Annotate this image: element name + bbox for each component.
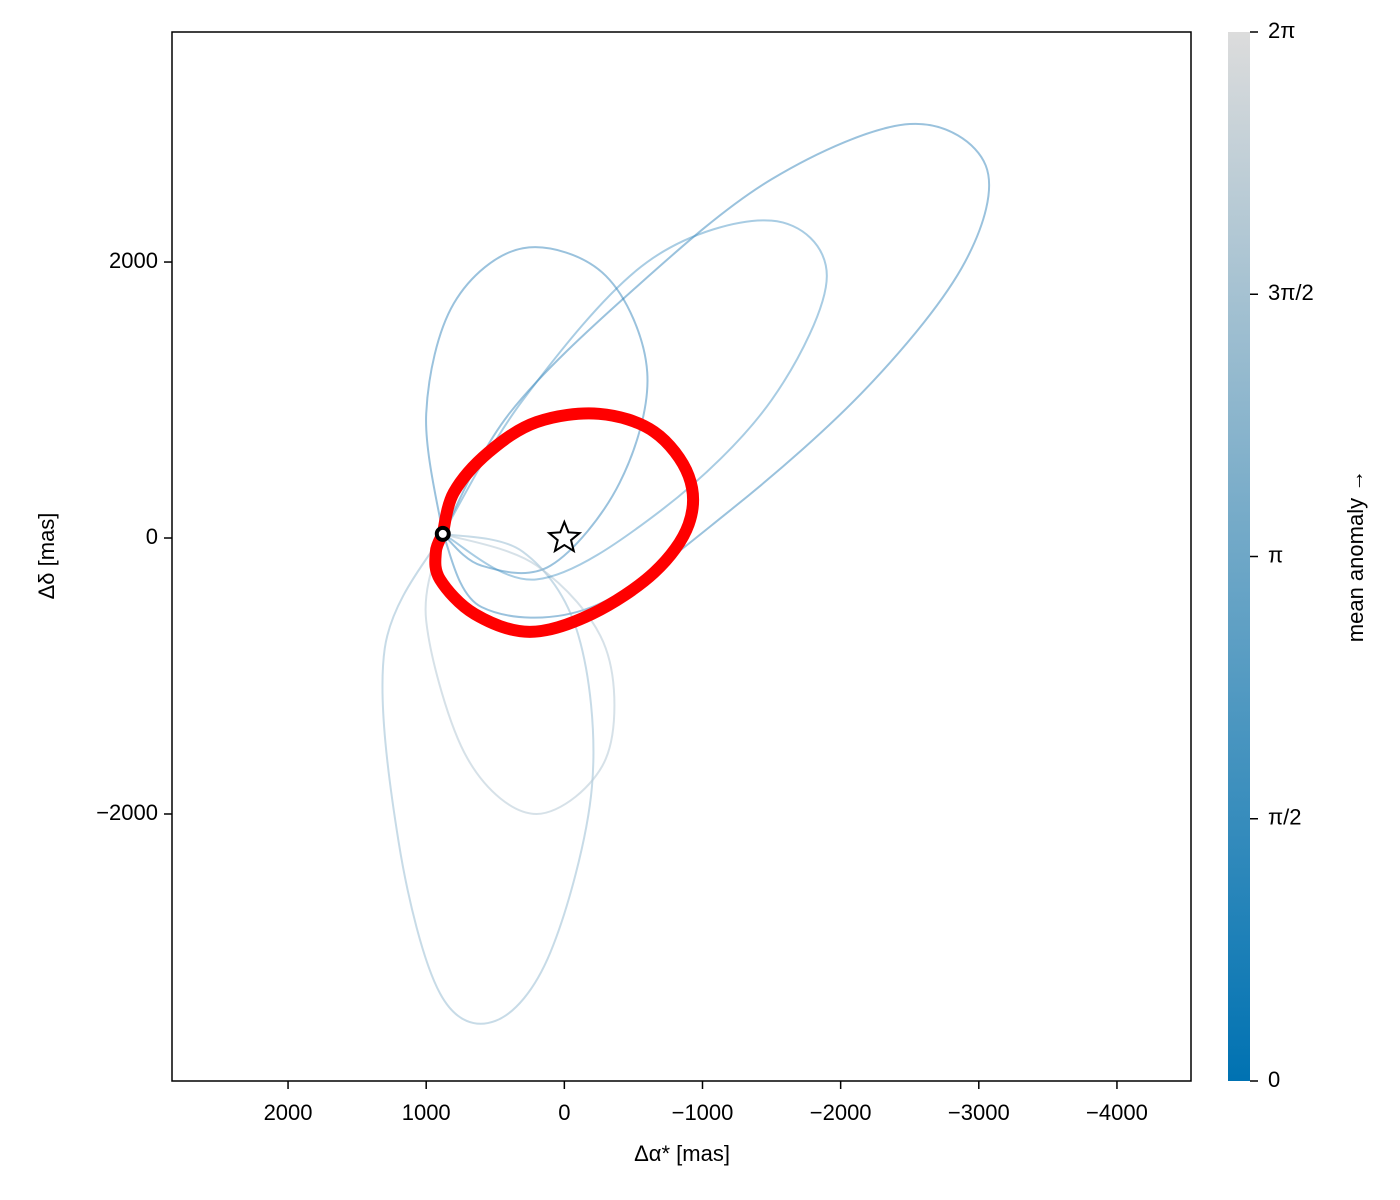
colorbar-label: mean anomaly → [1343, 470, 1368, 642]
y-tick-label: 2000 [109, 248, 158, 273]
orbit-line [381, 532, 595, 1025]
colorbar-tick-label: π [1268, 542, 1283, 567]
planet-marker [434, 525, 451, 542]
fit-orbit [429, 407, 699, 638]
x-tick-label: 2000 [264, 1100, 313, 1125]
x-axis-label: Δα* [mas] [634, 1141, 730, 1166]
star-marker [546, 519, 583, 554]
orbit-line [424, 532, 616, 815]
y-tick-label: −2000 [96, 800, 158, 825]
colorbar-tick-label: 2π [1268, 18, 1295, 43]
x-tick-label: −2000 [810, 1100, 872, 1125]
x-tick-label: 1000 [402, 1100, 451, 1125]
colorbar-tick-label: π/2 [1268, 805, 1302, 830]
orbit-line [441, 219, 828, 581]
plot-frame [171, 31, 1192, 1082]
y-tick-label: 0 [146, 524, 158, 549]
x-tick-label: −4000 [1086, 1100, 1148, 1125]
x-tick-label: −1000 [672, 1100, 734, 1125]
colorbar-tick-label: 0 [1268, 1067, 1280, 1092]
colorbar [1228, 32, 1250, 1081]
y-axis-label: Δδ [mas] [34, 513, 59, 600]
orbit-line [425, 246, 649, 575]
x-tick-label: 0 [558, 1100, 570, 1125]
x-tick-label: −3000 [948, 1100, 1010, 1125]
colorbar-tick-label: 3π/2 [1268, 280, 1314, 305]
plot-area [381, 123, 991, 1025]
